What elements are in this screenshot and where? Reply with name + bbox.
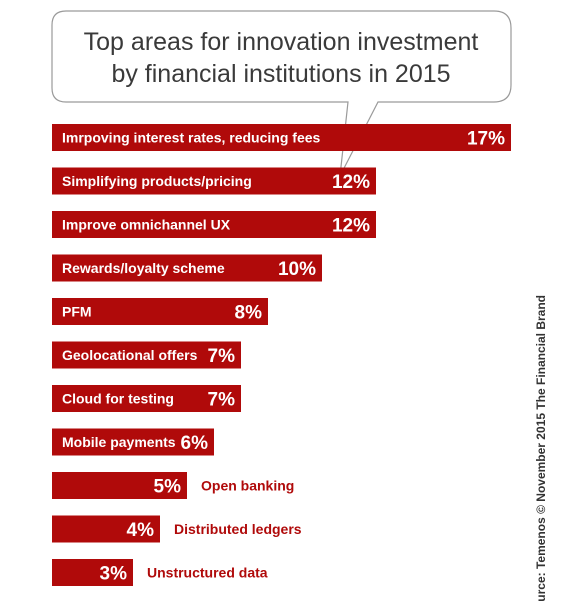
source-note: Source: Temenos © November 2015 The Fina… [534,295,548,601]
bar-category-label-10: Distributed ledgers [174,521,302,537]
bar-1 [52,124,511,151]
bar-category-label-7: Cloud for testing [62,391,174,407]
bar-category-label-8: Mobile payments [62,434,176,450]
bar-value-label-3: 12% [332,216,370,237]
bar-value-label-9: 5% [154,477,182,498]
bar-9 [52,472,187,499]
bar-3 [52,211,376,238]
bar-8 [52,428,214,456]
bar-11 [52,559,133,586]
bar-value-label-10: 4% [127,520,155,541]
bar-value-label-6: 7% [208,346,236,367]
bar-category-label-5: PFM [62,304,92,320]
chart-title-line-1: Top areas for innovation investment [84,28,479,56]
bar-category-label-2: Simplifying products/pricing [62,173,252,189]
chart-title-line-2: by financial institutions in 2015 [111,60,450,88]
bar-4 [52,254,322,282]
bar-7 [52,385,241,412]
bar-category-label-9: Open banking [201,478,294,494]
bar-2 [52,167,376,195]
title-bubble: Top areas for innovation investment by f… [51,10,512,177]
bar-10 [52,515,160,543]
bar-value-label-5: 8% [235,303,263,324]
bar-6 [52,341,241,369]
bar-category-label-11: Unstructured data [147,565,268,581]
bar-category-label-6: Geolocational offers [62,347,198,363]
bar-category-label-1: Imrpoving interest rates, reducing fees [62,130,321,146]
bar-category-label-3: Improve omnichannel UX [62,217,231,233]
bar-value-label-2: 12% [332,172,370,193]
bar-value-label-1: 17% [467,129,505,150]
bars-group: 17% Imrpoving interest rates, reducing fe… [52,124,511,586]
bar-value-label-4: 10% [278,259,316,280]
bar-value-label-7: 7% [208,390,236,411]
bar-value-label-11: 3% [100,564,128,585]
bar-5 [52,298,268,325]
bar-category-label-4: Rewards/loyalty scheme [62,260,225,276]
bar-value-label-8: 6% [181,433,209,454]
